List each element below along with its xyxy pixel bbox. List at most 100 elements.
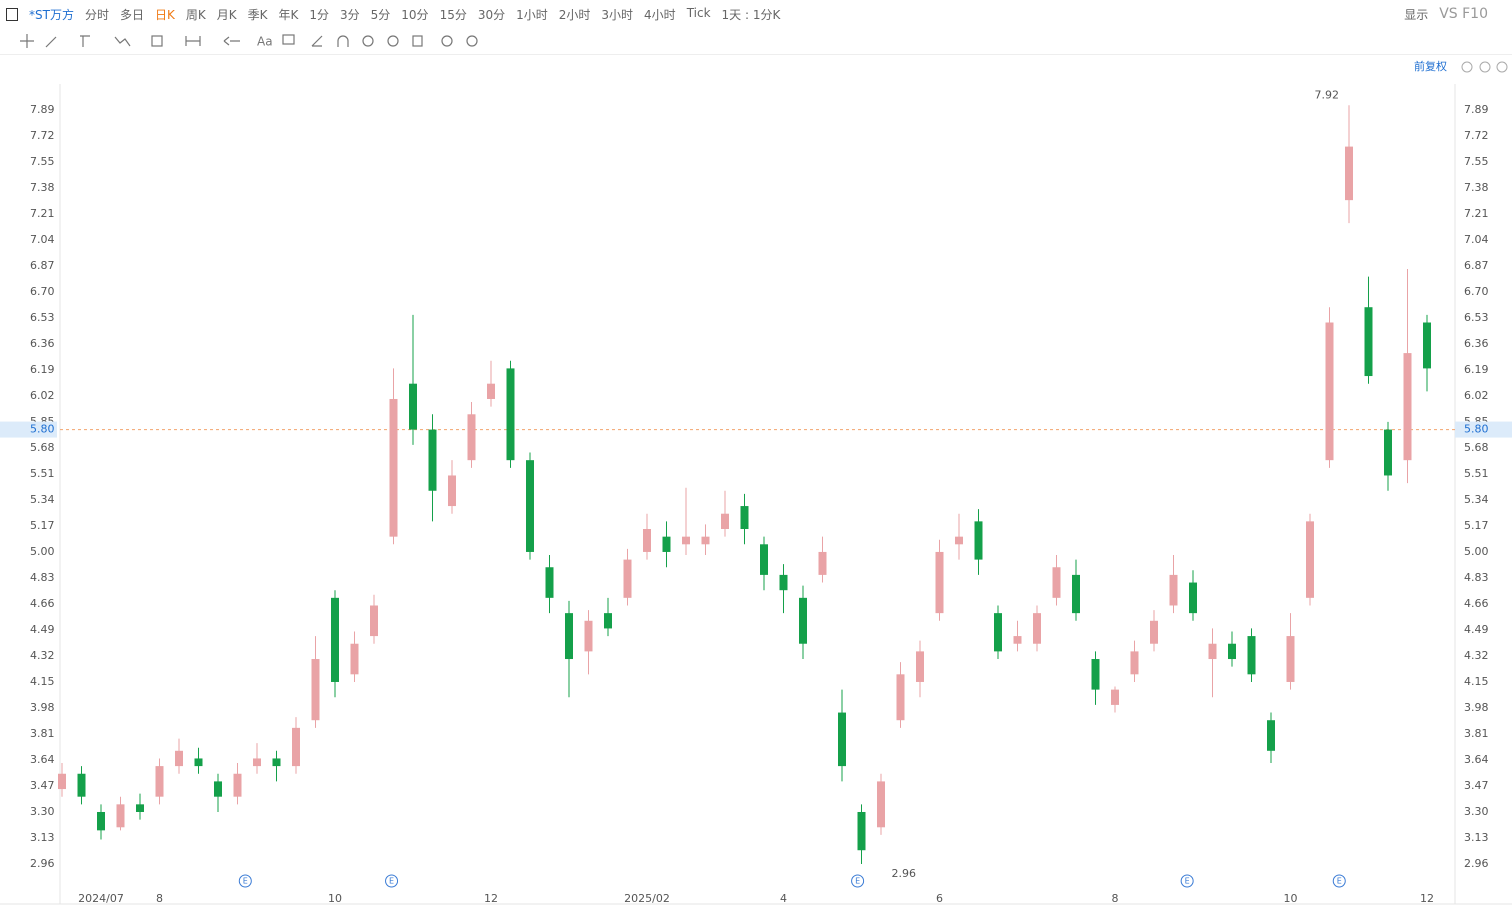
compare[interactable]: VS F10 (1439, 6, 1488, 22)
wave-tool[interactable] (114, 36, 131, 47)
period-tab[interactable]: 分时 (84, 7, 109, 22)
measure-tool[interactable] (185, 36, 201, 46)
event-label: E (389, 877, 394, 886)
reset[interactable] (1461, 61, 1473, 73)
y-tick-label-right: 7.21 (1464, 207, 1489, 220)
candle-body (506, 368, 515, 461)
last-price-tag (1455, 421, 1512, 438)
periods: 分时 多日 日K 周K 月K 季K 年K 1分 3分 5分 10分 15分 30分 1小时 2小时 3小时 4小… (74, 6, 780, 23)
period-tab[interactable]: 10分 (401, 7, 429, 22)
event-marker (1332, 874, 1346, 888)
period-tab[interactable]: 3小时 (601, 7, 634, 22)
candle-body (643, 529, 651, 552)
adjust-mode[interactable]: 前复权 (1414, 59, 1447, 73)
candle-body (1228, 643, 1236, 660)
y-tick-label: 6.19 (30, 363, 55, 376)
period-tab[interactable]: 1分 (309, 7, 329, 22)
period-tab[interactable]: 周K (185, 7, 206, 22)
candle-body (701, 536, 710, 545)
y-tick-label-right: 5.17 (1464, 519, 1489, 532)
lock-tool[interactable] (362, 35, 374, 47)
x-tick-label: 2025/02 (624, 892, 670, 905)
candle-body (916, 651, 924, 682)
candle-body (467, 414, 476, 461)
period-tab[interactable]: 30分 (477, 7, 506, 22)
candle-body (604, 613, 612, 629)
y-tick-label: 7.89 (30, 103, 55, 116)
y-tick-label-right: 3.47 (1464, 779, 1489, 792)
candle-body (1247, 636, 1256, 675)
candle-body (526, 460, 534, 552)
chart: 前复权 2.96 2.96 3.13 3.13 3.30 3.30 3.47 3.47 3.64… (0, 59, 1512, 905)
y-tick-label: 4.66 (30, 597, 55, 610)
period-tab[interactable]: 1天 : 1分K (721, 7, 781, 22)
symbol[interactable]: *ST万方 (29, 7, 74, 22)
candle-body (1267, 720, 1275, 751)
period-tab[interactable]: 4小时 (644, 7, 676, 22)
y-tick-label-right: 6.87 (1464, 259, 1489, 272)
zoom-in[interactable] (1496, 61, 1508, 73)
y-tick-label-right: 4.66 (1464, 597, 1489, 610)
y-tick-label: 3.98 (30, 701, 55, 714)
candle-body (545, 567, 554, 598)
period-tab[interactable]: 年K (278, 7, 299, 22)
eye-tool[interactable] (387, 35, 399, 47)
period-tab[interactable]: Tick (686, 5, 711, 20)
event-marker (238, 874, 252, 888)
candle-body (1423, 322, 1431, 369)
ray-tool[interactable] (80, 35, 90, 47)
move-tool[interactable] (20, 34, 34, 48)
period-tab[interactable]: 3分 (340, 7, 360, 22)
display-menu[interactable]: 显示 (1404, 7, 1429, 22)
y-tick-label: 3.47 (30, 779, 55, 792)
y-tick-label: 4.15 (30, 675, 55, 688)
y-tick-label-right: 4.49 (1464, 623, 1489, 636)
period-tab[interactable]: 2小时 (558, 7, 591, 22)
candle-body (331, 597, 339, 682)
y-tick-label-right: 7.89 (1464, 103, 1489, 116)
candle-body (136, 804, 144, 812)
y-tick-label-right: 6.70 (1464, 285, 1489, 298)
y-tick-label: 6.53 (30, 311, 55, 324)
settings-tool[interactable] (466, 35, 478, 47)
period-tab[interactable]: 月K (216, 7, 237, 22)
angle-tool[interactable] (311, 35, 323, 47)
y-tick-label: 7.21 (30, 207, 55, 220)
y-tick-label: 7.55 (30, 155, 55, 168)
delete-tool[interactable] (412, 35, 423, 47)
candle-body (1033, 613, 1041, 644)
line-tool[interactable] (45, 36, 57, 48)
candle-body (1052, 567, 1061, 598)
candle-body (857, 811, 866, 851)
period-tab[interactable]: 1小时 (516, 7, 548, 22)
text-tool[interactable]: Aa (257, 35, 273, 49)
note-tool[interactable] (282, 34, 295, 45)
y-tick-label-right: 6.19 (1464, 363, 1489, 376)
event-label: E (1337, 877, 1342, 886)
min-price-label: 2.96 (892, 867, 917, 880)
event-marker (851, 874, 865, 888)
candle-body (58, 773, 66, 790)
y-tick-label: 7.04 (30, 233, 55, 246)
panel-icon[interactable] (6, 7, 18, 21)
magnet-tool[interactable] (337, 35, 349, 47)
link-tool[interactable] (441, 35, 453, 47)
y-tick-label: 3.64 (30, 753, 55, 766)
candle-body (1013, 636, 1022, 644)
candle-body (1345, 146, 1353, 201)
period-tab[interactable]: 季K (247, 7, 268, 22)
candle-body (838, 712, 846, 767)
period-tab[interactable]: 多日 (119, 7, 144, 22)
y-tick-label: 6.70 (30, 285, 55, 298)
candle-body (292, 727, 300, 767)
candle-body (77, 773, 86, 797)
period-tab[interactable]: 5分 (370, 7, 391, 22)
arrow-tool[interactable] (223, 36, 240, 46)
period-tab[interactable]: 日K (154, 7, 175, 22)
event-label: E (1185, 877, 1190, 886)
y-tick-label: 3.30 (30, 805, 55, 818)
y-tick-label: 5.34 (30, 493, 55, 506)
zoom-out[interactable] (1479, 61, 1491, 73)
period-tab[interactable]: 15分 (439, 7, 467, 22)
fib-tool[interactable] (151, 35, 163, 47)
